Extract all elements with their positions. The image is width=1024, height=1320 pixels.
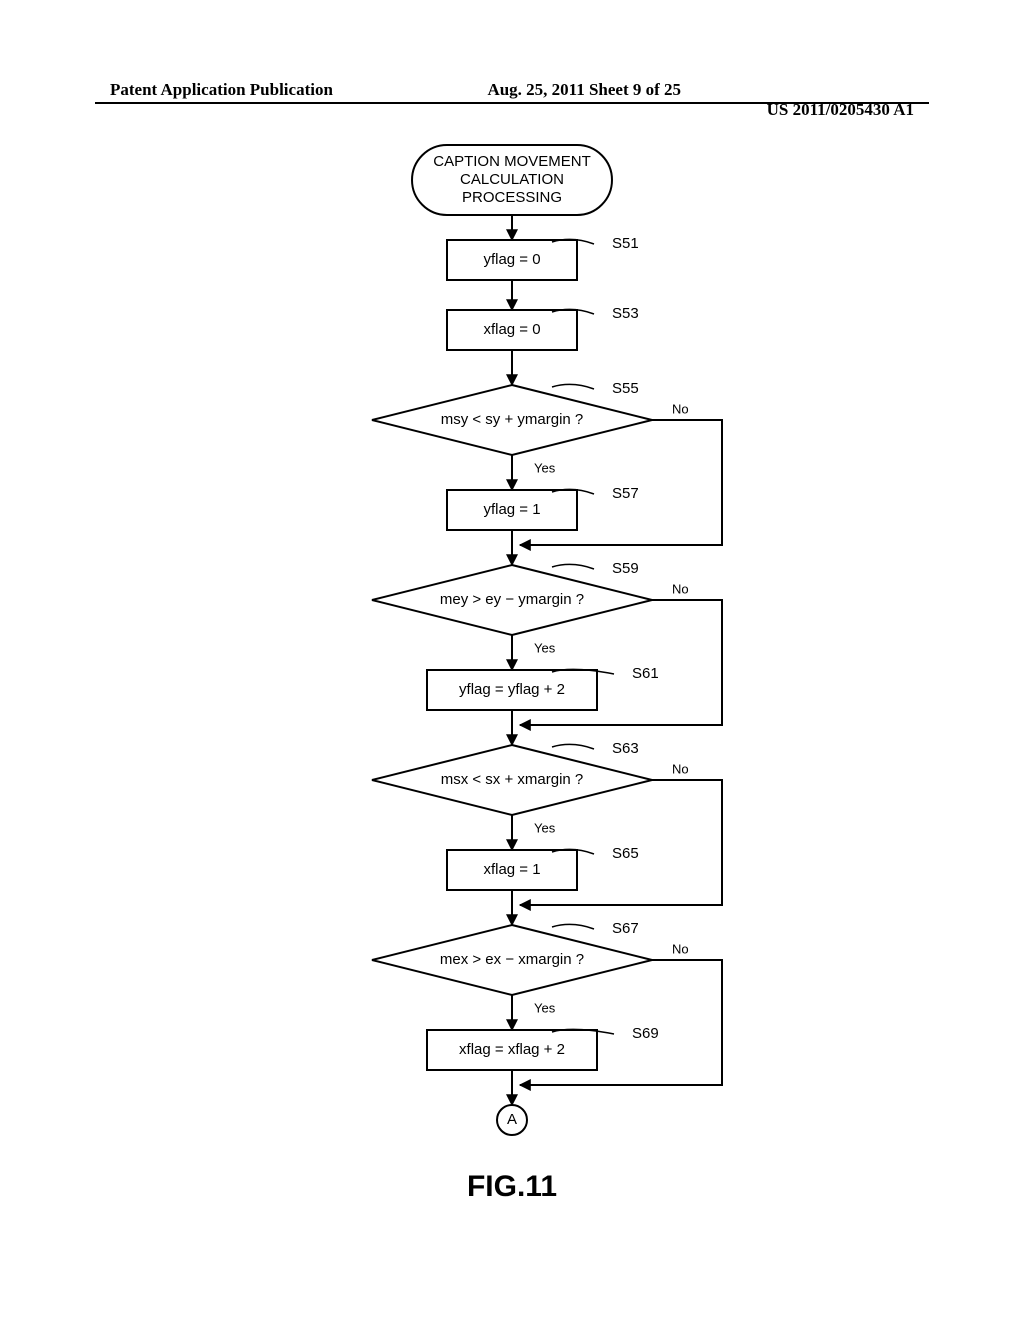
svg-text:xflag = 0: xflag = 0 bbox=[483, 321, 540, 338]
svg-text:PROCESSING: PROCESSING bbox=[462, 189, 562, 206]
svg-text:S63: S63 bbox=[612, 740, 639, 757]
page-header: Patent Application Publication Aug. 25, … bbox=[0, 80, 1024, 120]
svg-text:xflag = 1: xflag = 1 bbox=[483, 861, 540, 878]
svg-text:S65: S65 bbox=[612, 845, 639, 862]
svg-text:A: A bbox=[507, 1111, 517, 1128]
flowchart-container: CAPTION MOVEMENTCALCULATIONPROCESSING yfl… bbox=[0, 140, 1024, 1150]
svg-text:yflag = 1: yflag = 1 bbox=[483, 501, 540, 518]
svg-text:mex > ex − xmargin ?: mex > ex − xmargin ? bbox=[440, 951, 584, 968]
svg-text:No: No bbox=[672, 401, 689, 416]
svg-text:S57: S57 bbox=[612, 485, 639, 502]
header-mid: Aug. 25, 2011 Sheet 9 of 25 bbox=[444, 80, 724, 100]
header-left: Patent Application Publication bbox=[110, 80, 440, 100]
svg-text:CALCULATION: CALCULATION bbox=[460, 171, 564, 188]
svg-text:S61: S61 bbox=[632, 665, 659, 682]
svg-text:No: No bbox=[672, 941, 689, 956]
svg-text:Yes: Yes bbox=[534, 820, 556, 835]
svg-text:yflag = yflag + 2: yflag = yflag + 2 bbox=[459, 681, 565, 698]
header-rule bbox=[95, 102, 929, 104]
svg-text:Yes: Yes bbox=[534, 640, 556, 655]
svg-text:msx < sx + xmargin ?: msx < sx + xmargin ? bbox=[441, 771, 584, 788]
svg-text:Yes: Yes bbox=[534, 1000, 556, 1015]
svg-text:yflag = 0: yflag = 0 bbox=[483, 251, 540, 268]
svg-text:S69: S69 bbox=[632, 1025, 659, 1042]
svg-text:S51: S51 bbox=[612, 235, 639, 252]
svg-text:S59: S59 bbox=[612, 560, 639, 577]
svg-text:S53: S53 bbox=[612, 305, 639, 322]
flowchart: CAPTION MOVEMENTCALCULATIONPROCESSING yfl… bbox=[212, 140, 812, 1150]
svg-text:S55: S55 bbox=[612, 380, 639, 397]
svg-text:CAPTION MOVEMENT: CAPTION MOVEMENT bbox=[433, 153, 591, 170]
svg-text:S67: S67 bbox=[612, 920, 639, 937]
svg-text:msy < sy + ymargin ?: msy < sy + ymargin ? bbox=[441, 411, 584, 428]
svg-text:No: No bbox=[672, 581, 689, 596]
svg-text:mey > ey − ymargin ?: mey > ey − ymargin ? bbox=[440, 591, 584, 608]
figure-label: FIG.11 bbox=[0, 1170, 1024, 1204]
svg-text:No: No bbox=[672, 761, 689, 776]
svg-text:Yes: Yes bbox=[534, 460, 556, 475]
svg-text:xflag = xflag + 2: xflag = xflag + 2 bbox=[459, 1041, 565, 1058]
